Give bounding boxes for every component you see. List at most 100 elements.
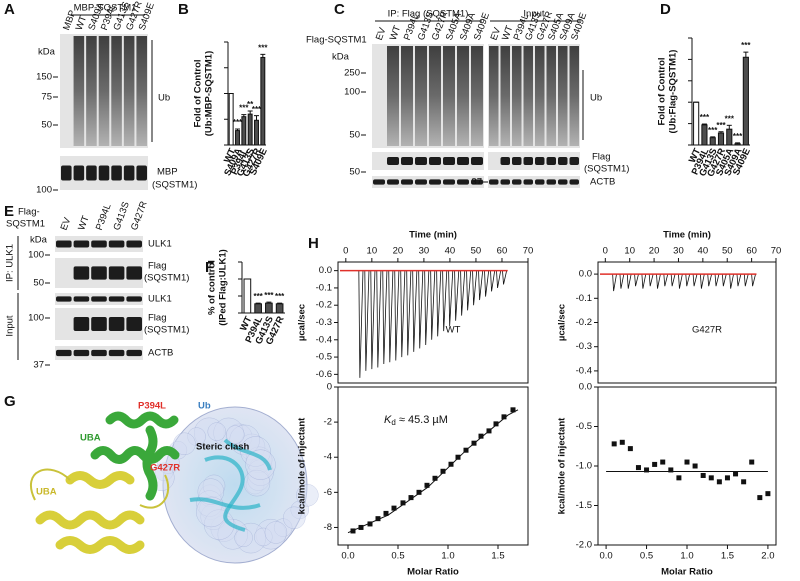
kd-subscript: d <box>391 418 395 427</box>
y-tick-label: -2.0 <box>576 540 592 551</box>
plot-frame <box>597 386 777 546</box>
ub-ribbon <box>189 497 261 510</box>
group-label: Input <box>5 315 16 336</box>
chain-label: Ub <box>198 401 211 412</box>
injection-peak <box>736 274 742 287</box>
bar <box>693 101 700 146</box>
data-point <box>391 505 397 511</box>
blot-smear <box>73 36 85 146</box>
blot-band <box>489 179 499 185</box>
injection-peak <box>692 274 698 287</box>
blot-band <box>111 165 122 181</box>
blot-band <box>73 165 85 181</box>
lane-label: WT <box>74 14 89 32</box>
blot-band <box>73 316 90 332</box>
injection-peak <box>700 274 705 289</box>
blot-smear <box>443 46 455 146</box>
blot-band <box>91 349 107 357</box>
injection-peak <box>472 270 478 306</box>
blot-band <box>500 157 510 165</box>
injection-peak <box>448 270 454 326</box>
data-point <box>627 446 633 452</box>
bar <box>734 143 741 146</box>
marker-label: 100 <box>36 185 52 196</box>
kda-label: kDa <box>38 47 56 58</box>
data-point <box>676 475 682 481</box>
blot-header: IP: Flag (SQSTM1) <box>388 9 469 20</box>
x-tick-label: 50 <box>722 246 733 257</box>
blot-band <box>401 179 413 185</box>
x-tick-label: 0 <box>603 246 608 257</box>
significance: *** <box>716 121 726 130</box>
blot-band <box>86 165 97 181</box>
helix-green <box>90 446 180 464</box>
x-tick-label: 1.0 <box>441 551 454 562</box>
surface-atom <box>173 432 196 456</box>
blot-smear <box>471 46 483 146</box>
plot-frame <box>597 261 777 384</box>
bar <box>254 119 259 146</box>
blot-smear <box>489 46 499 146</box>
blot-band <box>546 157 556 165</box>
marker-label: 100 <box>28 313 44 324</box>
kda-label: kDa <box>30 235 48 246</box>
data-point <box>619 439 625 445</box>
blot-band <box>558 179 568 185</box>
injection-peak <box>442 270 448 332</box>
data-point <box>700 472 706 478</box>
y-tick-label: -0.3 <box>316 317 332 328</box>
marker-label: 50 <box>33 278 44 289</box>
blot-band <box>512 157 522 165</box>
data-point <box>471 440 477 446</box>
y-tick-label: -6 <box>324 487 332 498</box>
blot-band <box>523 157 533 165</box>
blot-band <box>108 316 125 332</box>
x-tick-label: 1.0 <box>680 551 693 562</box>
blot-label: Flag <box>148 313 166 324</box>
injection-peak <box>358 270 364 378</box>
significance: *** <box>733 132 743 141</box>
data-point <box>692 463 698 469</box>
y-tick-label: -8 <box>324 522 332 533</box>
y-tick-label: -1.5 <box>576 500 592 511</box>
blot-band <box>443 179 455 185</box>
blot-band <box>457 179 469 185</box>
significance: *** <box>264 291 274 300</box>
y-tick-label: 0.0 <box>579 269 592 280</box>
injection-peak <box>412 270 418 352</box>
blot-label: Ub <box>158 93 170 104</box>
marker-label: 50 <box>349 130 360 141</box>
blot-band <box>569 179 579 185</box>
y-axis-label: (Ub:Flag-SQSTM1) <box>668 50 679 134</box>
blot-band <box>523 179 533 185</box>
injection-peak <box>376 270 382 368</box>
bar <box>701 124 708 146</box>
injection-peak <box>466 270 472 311</box>
significance: *** <box>253 292 263 301</box>
x-tick-label: 10 <box>624 246 635 257</box>
blot-header: MBP-SQSTM1 <box>74 3 137 14</box>
x-tick-label: 10 <box>367 246 378 257</box>
blot-band <box>401 157 413 165</box>
data-point <box>635 465 641 471</box>
blot-band <box>457 157 469 165</box>
data-point <box>660 459 666 465</box>
blot-smear <box>512 46 522 146</box>
y-tick-label: 0.0 <box>579 382 592 393</box>
blot-band <box>387 179 399 185</box>
blot-band <box>471 157 483 165</box>
data-point <box>510 407 516 413</box>
blot-band <box>91 296 107 302</box>
mutation-label: G427R <box>150 463 180 474</box>
x-axis-label: Time (min) <box>409 230 457 241</box>
data-point <box>383 510 389 516</box>
injection-peak <box>612 274 617 292</box>
blot-smear <box>523 46 533 146</box>
y-tick-label: -2 <box>324 417 332 428</box>
blot-band <box>126 296 142 302</box>
injection-peak <box>460 270 466 316</box>
injection-peak <box>454 270 460 321</box>
blot-smear <box>387 46 399 146</box>
blot-band <box>56 240 72 248</box>
blot-smear <box>98 36 110 146</box>
